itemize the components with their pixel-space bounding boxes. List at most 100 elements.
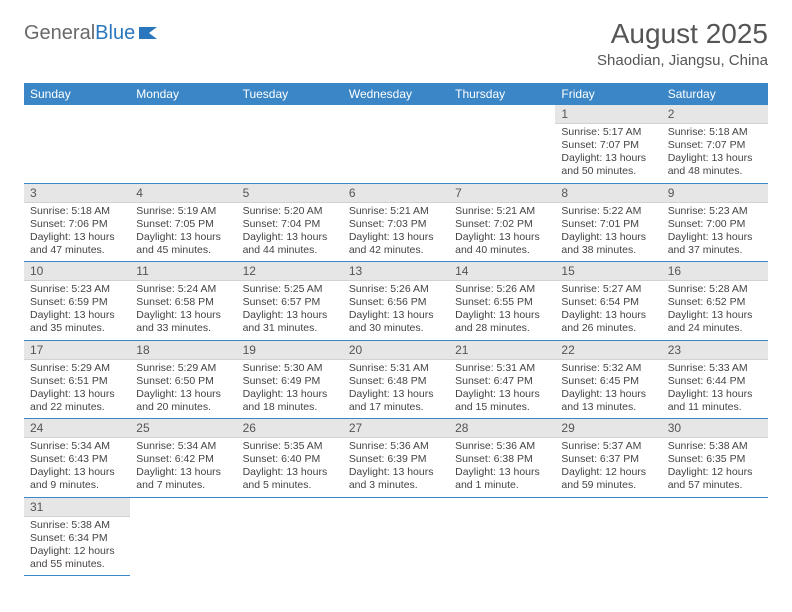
- day-number: 24: [24, 419, 130, 438]
- sunrise-line: Sunrise: 5:29 AM: [30, 362, 124, 375]
- weekday-header: Friday: [555, 83, 661, 105]
- day-number: 25: [130, 419, 236, 438]
- calendar-cell: 9Sunrise: 5:23 AMSunset: 7:00 PMDaylight…: [662, 183, 768, 262]
- calendar-cell: 6Sunrise: 5:21 AMSunset: 7:03 PMDaylight…: [343, 183, 449, 262]
- day-number: 1: [555, 105, 661, 124]
- sunrise-line: Sunrise: 5:34 AM: [30, 440, 124, 453]
- day-number: 21: [449, 341, 555, 360]
- sunrise-line: Sunrise: 5:34 AM: [136, 440, 230, 453]
- sunset-line: Sunset: 7:00 PM: [668, 218, 762, 231]
- day-number: 16: [662, 262, 768, 281]
- day-number: 13: [343, 262, 449, 281]
- sunset-line: Sunset: 6:35 PM: [668, 453, 762, 466]
- weekday-header: Thursday: [449, 83, 555, 105]
- brand-part2: Blue: [95, 22, 135, 45]
- daylight-line: Daylight: 13 hours and 22 minutes.: [30, 388, 124, 414]
- calendar-cell: 7Sunrise: 5:21 AMSunset: 7:02 PMDaylight…: [449, 183, 555, 262]
- calendar-row: 31Sunrise: 5:38 AMSunset: 6:34 PMDayligh…: [24, 497, 768, 576]
- day-details: Sunrise: 5:29 AMSunset: 6:51 PMDaylight:…: [24, 360, 130, 419]
- day-details: Sunrise: 5:38 AMSunset: 6:34 PMDaylight:…: [24, 517, 130, 576]
- calendar-cell: 27Sunrise: 5:36 AMSunset: 6:39 PMDayligh…: [343, 419, 449, 498]
- sunset-line: Sunset: 6:54 PM: [561, 296, 655, 309]
- day-number: 29: [555, 419, 661, 438]
- calendar-cell: 16Sunrise: 5:28 AMSunset: 6:52 PMDayligh…: [662, 262, 768, 341]
- sunrise-line: Sunrise: 5:28 AM: [668, 283, 762, 296]
- day-number: 20: [343, 341, 449, 360]
- sunrise-line: Sunrise: 5:31 AM: [455, 362, 549, 375]
- daylight-line: Daylight: 13 hours and 28 minutes.: [455, 309, 549, 335]
- sunset-line: Sunset: 6:39 PM: [349, 453, 443, 466]
- sunrise-line: Sunrise: 5:27 AM: [561, 283, 655, 296]
- day-details: Sunrise: 5:24 AMSunset: 6:58 PMDaylight:…: [130, 281, 236, 340]
- calendar-cell: 15Sunrise: 5:27 AMSunset: 6:54 PMDayligh…: [555, 262, 661, 341]
- weekday-header: Tuesday: [237, 83, 343, 105]
- calendar-cell: 30Sunrise: 5:38 AMSunset: 6:35 PMDayligh…: [662, 419, 768, 498]
- brand-logo: GeneralBlue: [24, 18, 161, 45]
- daylight-line: Daylight: 12 hours and 55 minutes.: [30, 545, 124, 571]
- sunrise-line: Sunrise: 5:18 AM: [30, 205, 124, 218]
- day-details: Sunrise: 5:32 AMSunset: 6:45 PMDaylight:…: [555, 360, 661, 419]
- day-number: 28: [449, 419, 555, 438]
- calendar-cell: 29Sunrise: 5:37 AMSunset: 6:37 PMDayligh…: [555, 419, 661, 498]
- day-details: Sunrise: 5:31 AMSunset: 6:48 PMDaylight:…: [343, 360, 449, 419]
- calendar-cell: 23Sunrise: 5:33 AMSunset: 6:44 PMDayligh…: [662, 340, 768, 419]
- calendar-cell: [130, 497, 236, 576]
- daylight-line: Daylight: 13 hours and 48 minutes.: [668, 152, 762, 178]
- sunrise-line: Sunrise: 5:37 AM: [561, 440, 655, 453]
- daylight-line: Daylight: 13 hours and 7 minutes.: [136, 466, 230, 492]
- brand-part1: General: [24, 22, 95, 45]
- calendar-cell: [237, 105, 343, 183]
- sunset-line: Sunset: 6:57 PM: [243, 296, 337, 309]
- sunset-line: Sunset: 6:58 PM: [136, 296, 230, 309]
- day-details: Sunrise: 5:33 AMSunset: 6:44 PMDaylight:…: [662, 360, 768, 419]
- sunrise-line: Sunrise: 5:17 AM: [561, 126, 655, 139]
- day-details: Sunrise: 5:27 AMSunset: 6:54 PMDaylight:…: [555, 281, 661, 340]
- calendar-cell: 1Sunrise: 5:17 AMSunset: 7:07 PMDaylight…: [555, 105, 661, 183]
- sunrise-line: Sunrise: 5:23 AM: [668, 205, 762, 218]
- sunset-line: Sunset: 7:03 PM: [349, 218, 443, 231]
- weekday-header: Sunday: [24, 83, 130, 105]
- day-number: 30: [662, 419, 768, 438]
- sunrise-line: Sunrise: 5:21 AM: [349, 205, 443, 218]
- day-number: 5: [237, 184, 343, 203]
- day-details: Sunrise: 5:21 AMSunset: 7:03 PMDaylight:…: [343, 203, 449, 262]
- title-block: August 2025 Shaodian, Jiangsu, China: [597, 18, 768, 69]
- daylight-line: Daylight: 13 hours and 37 minutes.: [668, 231, 762, 257]
- daylight-line: Daylight: 13 hours and 5 minutes.: [243, 466, 337, 492]
- sunset-line: Sunset: 6:55 PM: [455, 296, 549, 309]
- day-number: 8: [555, 184, 661, 203]
- calendar-cell: 8Sunrise: 5:22 AMSunset: 7:01 PMDaylight…: [555, 183, 661, 262]
- sunrise-line: Sunrise: 5:26 AM: [455, 283, 549, 296]
- day-details: Sunrise: 5:25 AMSunset: 6:57 PMDaylight:…: [237, 281, 343, 340]
- daylight-line: Daylight: 13 hours and 9 minutes.: [30, 466, 124, 492]
- sunset-line: Sunset: 6:59 PM: [30, 296, 124, 309]
- day-number: 3: [24, 184, 130, 203]
- day-details: Sunrise: 5:36 AMSunset: 6:39 PMDaylight:…: [343, 438, 449, 497]
- sunset-line: Sunset: 6:44 PM: [668, 375, 762, 388]
- daylight-line: Daylight: 13 hours and 15 minutes.: [455, 388, 549, 414]
- sunset-line: Sunset: 6:47 PM: [455, 375, 549, 388]
- sunset-line: Sunset: 6:56 PM: [349, 296, 443, 309]
- sunrise-line: Sunrise: 5:20 AM: [243, 205, 337, 218]
- day-number: 27: [343, 419, 449, 438]
- day-details: Sunrise: 5:21 AMSunset: 7:02 PMDaylight:…: [449, 203, 555, 262]
- day-details: Sunrise: 5:26 AMSunset: 6:55 PMDaylight:…: [449, 281, 555, 340]
- calendar-row: 1 Sunrise: 5:17 AM Sunset: 7:07 PMDaylight…: [24, 105, 768, 183]
- day-details: Sunrise: 5:37 AMSunset: 6:37 PMDaylight:…: [555, 438, 661, 497]
- day-number: 31: [24, 498, 130, 517]
- calendar-table: SundayMondayTuesdayWednesdayThursdayFrid…: [24, 83, 768, 576]
- sunrise-line: Sunrise: 5:36 AM: [349, 440, 443, 453]
- day-number: 18: [130, 341, 236, 360]
- calendar-row: 3Sunrise: 5:18 AMSunset: 7:06 PMDaylight…: [24, 183, 768, 262]
- daylight-line: Daylight: 13 hours and 18 minutes.: [243, 388, 337, 414]
- sunset-line: Sunset: 7:01 PM: [561, 218, 655, 231]
- sunset-line: Sunset: 6:38 PM: [455, 453, 549, 466]
- sunset-line: Sunset: 7:07 PM: [668, 139, 762, 152]
- sunrise-line: Sunrise: 5:23 AM: [30, 283, 124, 296]
- day-details: Sunrise: 5:34 AMSunset: 6:43 PMDaylight:…: [24, 438, 130, 497]
- sunset-line: Sunset: 6:37 PM: [561, 453, 655, 466]
- calendar-cell: 5Sunrise: 5:20 AMSunset: 7:04 PMDaylight…: [237, 183, 343, 262]
- calendar-row: 17Sunrise: 5:29 AMSunset: 6:51 PMDayligh…: [24, 340, 768, 419]
- day-number: 14: [449, 262, 555, 281]
- sunrise-line: Sunrise: 5:29 AM: [136, 362, 230, 375]
